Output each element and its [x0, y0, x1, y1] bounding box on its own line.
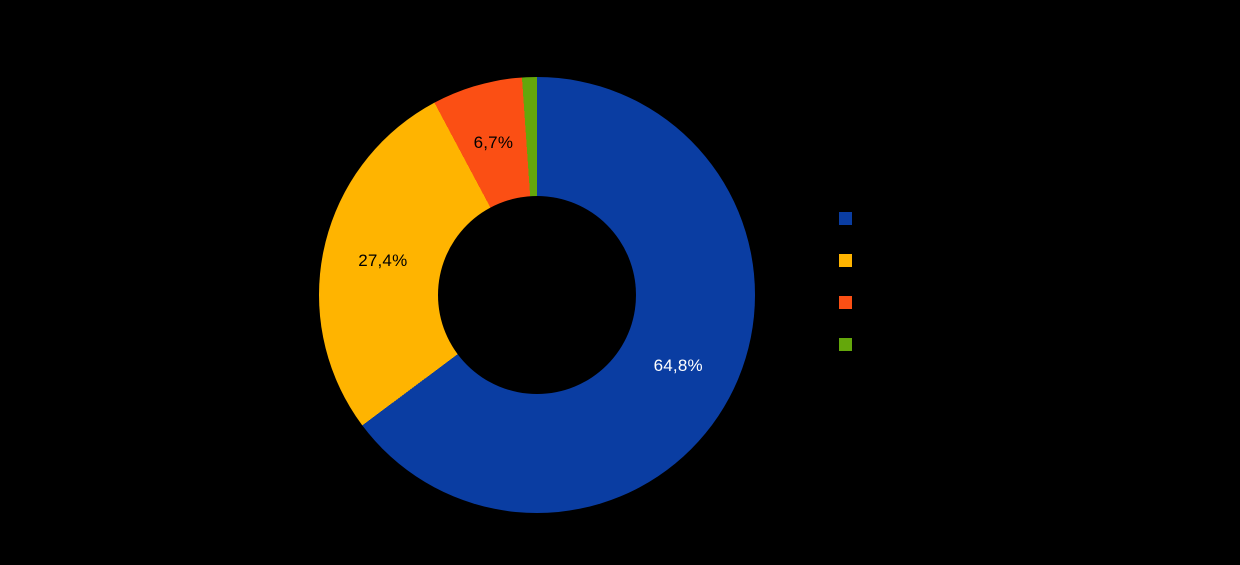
- slice-label: 64,8%: [653, 355, 703, 375]
- legend-swatch: [839, 212, 852, 225]
- slice-label: 6,7%: [473, 133, 514, 153]
- donut-chart: 64,8% 27,4% 6,7%: [319, 77, 755, 513]
- legend-item: [839, 296, 860, 309]
- legend-swatch: [839, 338, 852, 351]
- legend-swatch: [839, 296, 852, 309]
- legend-item: [839, 212, 860, 225]
- legend: [839, 212, 860, 380]
- legend-swatch: [839, 254, 852, 267]
- legend-item: [839, 254, 860, 267]
- legend-item: [839, 338, 860, 351]
- donut-hole: [438, 196, 636, 394]
- slice-label: 27,4%: [358, 250, 408, 270]
